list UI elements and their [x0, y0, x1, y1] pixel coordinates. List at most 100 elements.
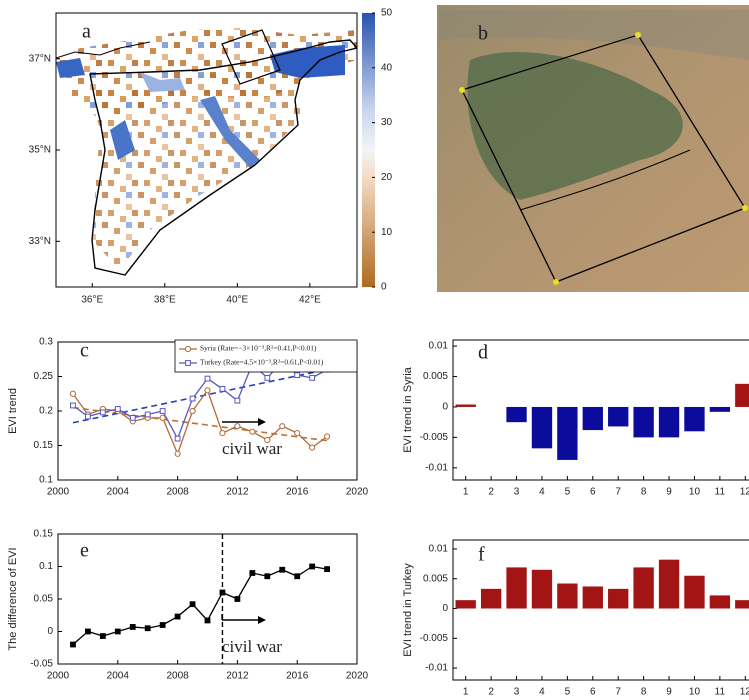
marker	[160, 623, 165, 628]
y-tick-label: 0	[442, 402, 448, 413]
x-tick-label: 2016	[286, 671, 309, 682]
marker	[190, 408, 195, 413]
x-tick-label: 2004	[107, 671, 130, 682]
y-tick-label: 0.15	[34, 529, 54, 540]
marker	[71, 642, 76, 647]
marker	[295, 373, 300, 378]
marker	[100, 410, 105, 415]
x-tick-label: 10	[689, 687, 701, 698]
marker	[310, 564, 315, 569]
marker	[100, 634, 105, 639]
x-tick-label: 9	[666, 687, 672, 698]
legend-label: Turkey (Rate=4.5×10⁻³,R²=0.61,P<0.01)	[200, 358, 324, 367]
x-tick-label: 12	[740, 687, 749, 698]
x-tick-label: 5	[565, 687, 571, 698]
marker	[175, 451, 180, 456]
legend-label: Syria (Rate=−3×10⁻³,R²=0.41,P<0.01)	[200, 344, 317, 353]
x-tick-label: 9	[666, 487, 672, 498]
marker	[86, 414, 91, 419]
y-tick-label: 0.01	[429, 341, 449, 352]
x-tick-label: 38°E	[154, 295, 176, 306]
marker	[205, 376, 210, 381]
marker	[295, 430, 300, 435]
marker	[145, 626, 150, 631]
colorbar-tick-label: 30	[381, 117, 393, 128]
y-tick-label: 0.005	[423, 371, 448, 382]
marker	[325, 434, 330, 439]
marker	[86, 629, 91, 634]
satellite-image	[437, 5, 749, 292]
marker	[190, 396, 195, 401]
x-tick-label: 2020	[346, 671, 369, 682]
y-tick-label: 35°N	[29, 145, 51, 156]
x-tick-label: 11	[715, 487, 726, 498]
marker	[220, 387, 225, 392]
marker	[280, 424, 285, 429]
marker	[235, 424, 240, 429]
x-tick-label: 2	[488, 687, 494, 698]
bar	[532, 570, 552, 609]
marker	[205, 388, 210, 393]
y-tick-label: 0	[47, 626, 53, 637]
marker	[265, 574, 270, 579]
x-tick-label: 2016	[286, 487, 309, 498]
colorbar-tick-label: 50	[381, 8, 393, 19]
panel-label: d	[478, 342, 488, 364]
colorbar-tick-label: 0	[381, 282, 387, 293]
bar	[659, 407, 679, 437]
marker	[70, 391, 75, 396]
marker	[130, 625, 135, 630]
x-tick-label: 11	[715, 687, 726, 698]
marker	[235, 597, 240, 602]
marker	[265, 375, 270, 380]
x-tick-label: 3	[514, 487, 520, 498]
x-tick-label: 2008	[166, 487, 189, 498]
axes-bg	[453, 540, 749, 680]
x-tick-label: 2000	[47, 487, 70, 498]
y-tick-label: 33°N	[29, 236, 51, 247]
bar	[608, 407, 628, 426]
x-tick-label: 2	[488, 487, 494, 498]
marker	[160, 409, 165, 414]
y-tick-label: 0	[442, 603, 448, 614]
marker	[190, 602, 195, 607]
bar	[684, 576, 704, 609]
marker	[220, 430, 225, 435]
legend-marker	[186, 361, 191, 366]
axes-bg	[58, 534, 357, 664]
marker	[71, 403, 76, 408]
x-tick-label: 42°E	[299, 295, 321, 306]
x-tick-label: 8	[641, 687, 647, 698]
marker	[310, 445, 315, 450]
marker	[115, 407, 120, 412]
marker	[175, 614, 180, 619]
x-tick-label: 5	[565, 487, 571, 498]
x-tick-label: 2004	[107, 487, 130, 498]
y-tick-label: 37°N	[29, 53, 51, 64]
colorbar	[362, 13, 375, 287]
x-tick-label: 8	[641, 487, 647, 498]
bar	[684, 407, 704, 431]
map-area	[56, 13, 357, 287]
bar	[481, 589, 501, 609]
bar	[583, 407, 603, 430]
x-tick-label: 4	[539, 687, 545, 698]
colorbar-tick-label: 10	[381, 227, 393, 238]
bar	[710, 595, 730, 608]
x-tick-label: 1	[463, 487, 469, 498]
colorbar-tick-label: 20	[381, 172, 393, 183]
bar	[659, 560, 679, 609]
marker	[250, 429, 255, 434]
x-tick-label: 40°E	[226, 295, 248, 306]
panel-label: b	[478, 23, 488, 45]
x-tick-label: 36°E	[81, 295, 103, 306]
y-tick-label: 0.15	[34, 440, 54, 451]
x-tick-label: 2020	[346, 487, 369, 498]
legend-marker	[185, 346, 190, 351]
marker	[325, 567, 330, 572]
marker	[295, 574, 300, 579]
x-tick-label: 7	[615, 687, 621, 698]
bar	[633, 407, 653, 437]
marker	[115, 629, 120, 634]
marker	[280, 567, 285, 572]
